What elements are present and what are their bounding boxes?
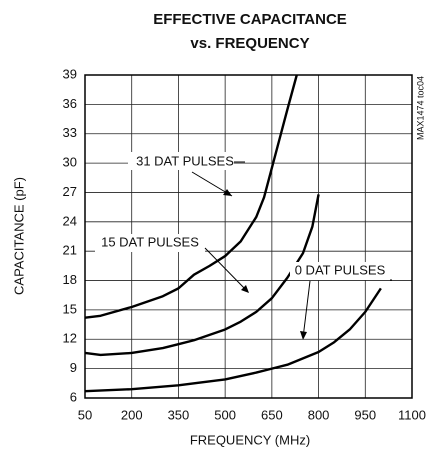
x-tick-label: 1100	[398, 407, 426, 422]
y-tick-label: 27	[63, 184, 77, 199]
y-tick-label: 30	[63, 155, 77, 170]
y-axis-label: CAPACITANCE (pF)	[11, 177, 26, 295]
x-axis-label: FREQUENCY (MHz)	[190, 432, 310, 447]
y-tick-label: 15	[63, 301, 77, 316]
leader	[204, 247, 249, 293]
series-label: 15 DAT PULSES	[101, 234, 199, 249]
data-line	[84, 287, 382, 393]
x-tick-label: 950	[354, 407, 376, 422]
data-line	[84, 74, 298, 319]
plot-frame	[84, 74, 413, 399]
arrowhead	[223, 189, 232, 196]
y-tick-label: 24	[63, 213, 77, 228]
y-tick-label: 9	[70, 360, 77, 375]
y-tick-label: 36	[63, 96, 77, 111]
x-tick-label: 650	[261, 407, 283, 422]
x-tick-label: 800	[308, 407, 330, 422]
chart-title: EFFECTIVE CAPACITANCE	[153, 11, 347, 28]
x-tick-label: 200	[121, 407, 143, 422]
y-tick-label: 21	[63, 243, 77, 258]
y-tick-label: 39	[63, 66, 77, 81]
label-bg	[128, 152, 234, 170]
x-tick-label: 350	[168, 407, 190, 422]
x-tick-label: 50	[78, 407, 92, 422]
side-note: MAX1474 toc04	[415, 76, 425, 140]
y-tick-label: 6	[70, 389, 77, 404]
leader	[302, 280, 311, 339]
y-tick-label: 18	[63, 272, 77, 287]
chart-subtitle: vs. FREQUENCY	[190, 35, 309, 52]
series-label: 0 DAT PULSES	[295, 262, 386, 277]
label-bg	[95, 234, 205, 252]
y-tick-label: 12	[63, 331, 77, 346]
data-line	[84, 194, 320, 357]
label-bg	[290, 262, 390, 280]
arrowhead	[300, 331, 307, 340]
arrowhead	[241, 285, 249, 293]
y-tick-label: 33	[63, 125, 77, 140]
x-tick-label: 500	[214, 407, 236, 422]
plot-area: 6 9 12 15 18 21 24 27 30 33 36 39 50 200 350 500 650 800 9…	[63, 66, 426, 422]
series-label: 31 DAT PULSES	[136, 153, 234, 168]
